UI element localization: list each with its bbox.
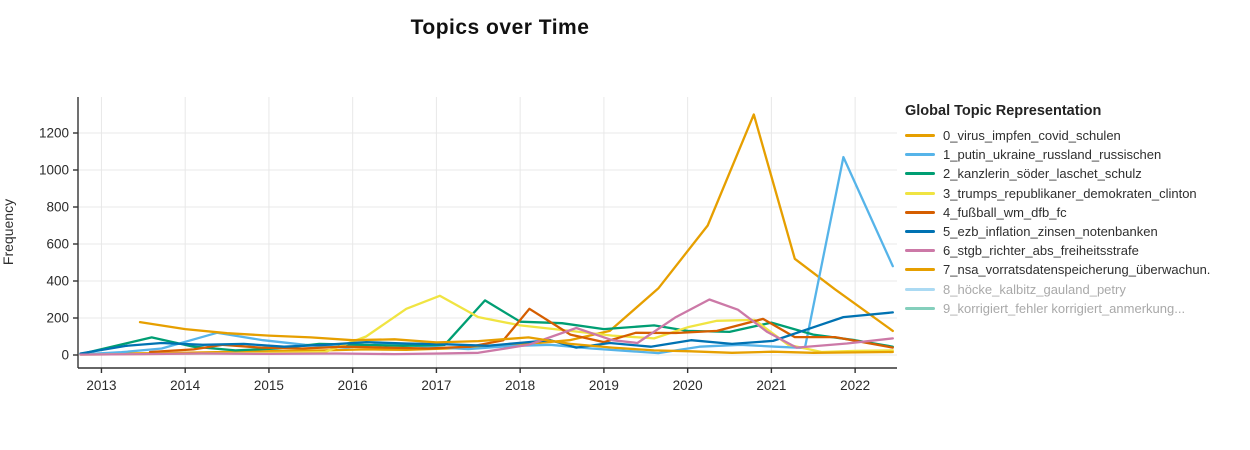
legend-item-6[interactable]: 6_stgb_richter_abs_freiheitsstrafe (905, 241, 1250, 260)
legend-item-2[interactable]: 2_kanzlerin_söder_laschet_schulz (905, 164, 1250, 183)
legend-item-0[interactable]: 0_virus_impfen_covid_schulen (905, 126, 1250, 145)
chart-title: Topics over Time (410, 16, 590, 39)
series-line-4 (148, 307, 894, 354)
legend-item-label: 2_kanzlerin_söder_laschet_schulz (943, 166, 1142, 182)
series-line-5 (79, 311, 894, 355)
legend-swatch-icon (905, 230, 935, 234)
legend-swatch-icon (905, 153, 935, 157)
legend-item-label: 1_putin_ukraine_russland_russischen (943, 147, 1162, 163)
x-tick-label: 2017 (421, 378, 451, 393)
legend-item-3[interactable]: 3_trumps_republikaner_demokraten_clinton (905, 184, 1250, 203)
x-tick-label: 2018 (505, 378, 535, 393)
series-line-7 (138, 320, 894, 354)
legend-item-1[interactable]: 1_putin_ukraine_russland_russischen (905, 145, 1250, 164)
x-tick-label: 2019 (589, 378, 619, 393)
legend-swatch-icon (905, 191, 935, 195)
legend-item-list: 0_virus_impfen_covid_schulen 1_putin_ukra… (905, 126, 1250, 318)
legend-swatch-icon (905, 210, 935, 214)
y-tick-label: 400 (46, 274, 69, 289)
legend-item-4[interactable]: 4_fußball_wm_dfb_fc (905, 203, 1250, 222)
y-axis-label: Frequency (0, 198, 16, 266)
x-tick-label: 2021 (756, 378, 786, 393)
legend-item-label: 0_virus_impfen_covid_schulen (943, 128, 1121, 144)
legend-item-5[interactable]: 5_ezb_inflation_zinsen_notenbanken (905, 222, 1250, 241)
x-tick-label: 2014 (170, 378, 201, 393)
y-tick-label: 800 (46, 200, 69, 215)
legend-item-label: 8_höcke_kalbitz_gauland_petry (943, 281, 1126, 297)
x-tick-label: 2013 (86, 378, 116, 393)
legend-item-label: 5_ezb_inflation_zinsen_notenbanken (943, 224, 1158, 240)
x-tick-label: 2016 (338, 378, 368, 393)
legend-item-label: 7_nsa_vorratsdatenspeicherung_überwachun… (943, 262, 1211, 278)
y-tick-label: 200 (46, 311, 69, 326)
y-tick-label: 1200 (39, 126, 69, 141)
legend-swatch-icon (905, 172, 935, 176)
legend-item-9[interactable]: 9_korrigiert_fehler korrigiert_anmerkung… (905, 299, 1250, 318)
legend-item-label: 3_trumps_republikaner_demokraten_clinton (943, 185, 1197, 201)
y-tick-label: 600 (46, 237, 69, 252)
legend-item-label: 9_korrigiert_fehler korrigiert_anmerkung… (943, 300, 1186, 316)
x-tick-label: 2020 (673, 378, 703, 393)
legend-item-label: 6_stgb_richter_abs_freiheitsstrafe (943, 243, 1139, 259)
y-tick-label: 0 (61, 348, 69, 363)
legend-title: Global Topic Representation (905, 103, 1102, 119)
legend-swatch-icon (905, 306, 935, 310)
legend: Global Topic Representation 0_virus_impf… (905, 103, 1250, 318)
legend-item-7[interactable]: 7_nsa_vorratsdatenspeicherung_überwachun… (905, 260, 1250, 279)
series-line-2 (79, 299, 894, 356)
legend-swatch-icon (905, 134, 935, 138)
series-line-6 (79, 298, 894, 356)
x-tick-label: 2022 (840, 378, 870, 393)
x-tick-label: 2015 (254, 378, 284, 393)
legend-swatch-icon (905, 287, 935, 291)
legend-item-8[interactable]: 8_höcke_kalbitz_gauland_petry (905, 280, 1250, 299)
series-line-1 (79, 155, 894, 356)
legend-item-label: 4_fußball_wm_dfb_fc (943, 204, 1067, 220)
legend-swatch-icon (905, 249, 935, 253)
legend-swatch-icon (905, 268, 935, 272)
y-tick-label: 1000 (39, 163, 69, 178)
